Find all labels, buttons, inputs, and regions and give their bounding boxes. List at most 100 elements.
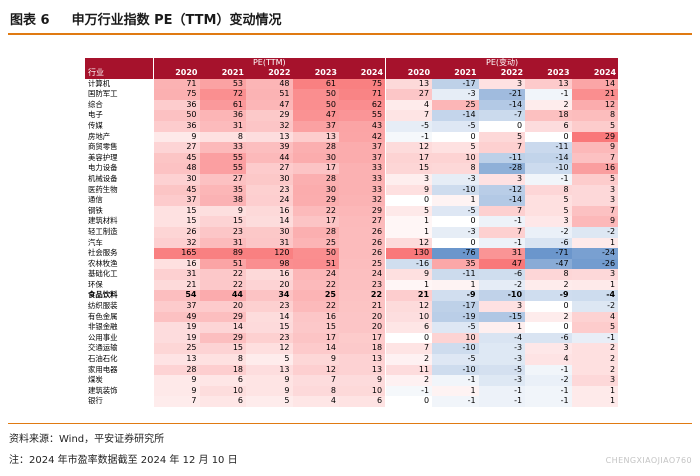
change-cell: -10 (478, 290, 526, 302)
pe-cell: 19 (152, 322, 200, 333)
pe-cell: 27 (199, 173, 246, 185)
pe-cell: 31 (199, 237, 246, 249)
group-header-pe: PE(TTM) (152, 58, 386, 68)
change-cell: -14 (478, 195, 526, 206)
pe-cell: 34 (246, 290, 293, 302)
pe-cell: 51 (246, 89, 293, 100)
pe-cell: 29 (339, 205, 386, 217)
change-cell: 1 (432, 195, 479, 206)
change-cell: -21 (478, 89, 526, 100)
change-cell: 1 (432, 279, 479, 291)
change-cell: 5 (571, 120, 619, 132)
table-row: 医药生物 45 35 23 30 33 9 -10 -12 8 3 (85, 184, 619, 196)
pe-cell: 22 (199, 269, 246, 280)
pe-cell: 9 (246, 385, 293, 397)
change-cell: 9 (571, 216, 619, 227)
change-cell: -10 (432, 364, 479, 376)
change-cell: -11 (432, 269, 479, 280)
pe-cell: 6 (199, 396, 246, 407)
pe-cell: 14 (292, 343, 339, 355)
industry-name: 电力设备 (88, 163, 118, 173)
table-row: 传媒 36 31 32 37 43 -5 -5 0 6 5 (85, 120, 619, 132)
pe-cell: 31 (199, 120, 246, 132)
pe-cell: 26 (152, 226, 200, 238)
pe-cell: 10 (199, 385, 246, 397)
pe-cell: 23 (246, 301, 293, 312)
change-cell: 3 (478, 301, 526, 312)
table-row: 食品饮料 54 44 34 25 22 21 -9 -10 -9 -4 (85, 290, 619, 302)
table-row: 钢铁 15 9 16 22 29 5 -5 7 5 7 (85, 205, 619, 217)
pe-cell: 33 (339, 173, 386, 185)
change-cell: 1 (432, 385, 479, 397)
industry-name: 非银金融 (88, 322, 118, 332)
pe-cell: 9 (199, 205, 246, 217)
change-cell: 2 (571, 364, 619, 376)
change-cell: 21 (385, 290, 433, 302)
change-cell: -1 (385, 385, 433, 397)
pe-cell: 28 (292, 173, 339, 185)
change-cell: 13 (385, 78, 433, 90)
change-cell: 6 (525, 120, 572, 132)
change-cell: -14 (478, 99, 526, 111)
change-cell: -24 (571, 248, 619, 259)
pe-cell: 25 (339, 258, 386, 270)
pe-cell: 5 (246, 396, 293, 407)
industry-name: 银行 (88, 396, 103, 406)
change-cell: 1 (385, 226, 433, 238)
industry-name: 钢铁 (88, 205, 103, 215)
change-cell: 0 (432, 131, 479, 143)
pe-cell: 36 (152, 99, 200, 111)
pe-cell: 120 (246, 248, 293, 259)
change-cell: -1 (525, 89, 572, 100)
table-row: 建筑装饰 9 10 9 8 10 -1 1 -1 -1 1 (85, 385, 619, 397)
pe-cell: 4 (292, 396, 339, 407)
change-cell: 3 (385, 173, 433, 185)
industry-name: 医药生物 (88, 184, 118, 194)
table-row: 煤炭 9 6 9 7 9 2 -1 -3 -2 3 (85, 375, 619, 386)
change-cell: 1 (571, 385, 619, 397)
change-cell: 1 (478, 322, 526, 333)
pe-cell: 6 (199, 375, 246, 386)
industry-name: 轻工制造 (88, 226, 118, 236)
industry-name: 建筑装饰 (88, 385, 118, 395)
change-cell: 2 (571, 343, 619, 355)
change-cell: -3 (432, 226, 479, 238)
change-cell: -10 (432, 184, 479, 196)
table-row: 纺织服装 37 20 23 22 21 12 -17 3 0 -2 (85, 301, 619, 312)
pe-cell: 13 (246, 364, 293, 376)
change-cell: 0 (385, 195, 433, 206)
change-cell: 5 (525, 205, 572, 217)
industry-name: 美容护理 (88, 152, 118, 162)
pe-cell: 8 (292, 385, 339, 397)
pe-cell: 15 (152, 205, 200, 217)
change-cell: -1 (432, 375, 479, 386)
change-cell: -1 (432, 396, 479, 407)
year-header-row: 行业 2020 2021 2022 2023 2024 2020 2021 2022 2023 2… (85, 68, 619, 79)
change-cell: -17 (432, 78, 479, 90)
change-cell: 7 (478, 205, 526, 217)
pe-cell: 43 (339, 120, 386, 132)
pe-cell: 32 (246, 120, 293, 132)
change-cell: 0 (525, 301, 572, 312)
change-cell: -4 (571, 290, 619, 302)
change-cell: 0 (525, 322, 572, 333)
pe-table: PE(TTM) PE(变动) 行业 2020 2021 2022 2023 2024 20… (85, 58, 619, 407)
change-cell: -1 (478, 237, 526, 249)
pe-cell: 29 (246, 110, 293, 121)
change-cell: -5 (432, 120, 479, 132)
pe-cell: 14 (246, 311, 293, 323)
pe-cell: 48 (246, 78, 293, 90)
pe-cell: 33 (199, 142, 246, 153)
pe-cell: 55 (339, 110, 386, 121)
pe-cell: 71 (152, 78, 200, 90)
change-cell: 1 (385, 216, 433, 227)
pe-cell: 37 (339, 142, 386, 153)
industry-name: 食品饮料 (88, 290, 118, 300)
pe-cell: 13 (246, 131, 293, 143)
change-cell: -5 (478, 364, 526, 376)
industry-name: 有色金属 (88, 311, 118, 321)
industry-name: 计算机 (88, 78, 111, 88)
industry-name: 国防军工 (88, 89, 118, 99)
bottom-rule (8, 423, 692, 424)
change-cell: -1 (478, 385, 526, 397)
